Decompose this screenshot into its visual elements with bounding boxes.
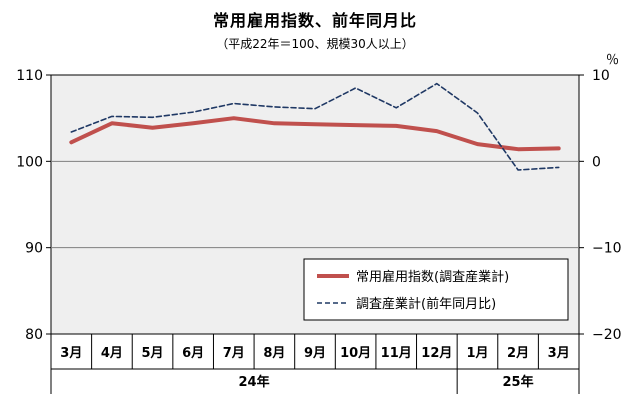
right-axis-tick-label: 10 <box>592 68 610 84</box>
x-axis-category-label: 3月 <box>548 346 570 361</box>
chart-title: 常用雇用指数、前年同月比 <box>212 11 417 30</box>
x-axis-category-label: 5月 <box>142 346 164 361</box>
left-axis-tick-label: 100 <box>16 154 43 170</box>
left-axis-tick-label: 110 <box>16 68 43 84</box>
year-group-label: 25年 <box>503 374 534 390</box>
x-axis-category-label: 6月 <box>182 346 204 361</box>
legend-label-1: 調査産業計(前年同月比) <box>356 296 496 312</box>
left-axis-tick-label: 80 <box>25 327 43 343</box>
x-axis-category-label: 8月 <box>263 346 285 361</box>
year-group-label: 24年 <box>239 374 270 390</box>
legend-box <box>303 258 569 321</box>
right-axis-unit: ％ <box>606 53 620 68</box>
x-axis-category-label: 11月 <box>381 346 412 361</box>
x-axis-category-label: 4月 <box>101 346 123 361</box>
right-axis-tick-label: −20 <box>592 327 622 343</box>
x-axis-category-label: 12月 <box>421 346 452 361</box>
x-axis-category-label: 9月 <box>304 346 326 361</box>
left-axis-tick-label: 90 <box>25 241 43 257</box>
right-axis-tick-label: 0 <box>592 154 601 170</box>
x-axis-category-label: 7月 <box>223 346 245 361</box>
legend-label-0: 常用雇用指数(調査産業計) <box>356 269 509 285</box>
x-axis-category-label: 2月 <box>507 346 529 361</box>
right-axis-tick-label: −10 <box>592 241 622 257</box>
chart-subtitle: （平成22年＝100、規模30人以上） <box>216 37 414 51</box>
x-axis-category-label: 3月 <box>60 346 82 361</box>
x-axis-category-label: 1月 <box>466 346 488 361</box>
x-axis-category-label: 10月 <box>340 346 371 361</box>
